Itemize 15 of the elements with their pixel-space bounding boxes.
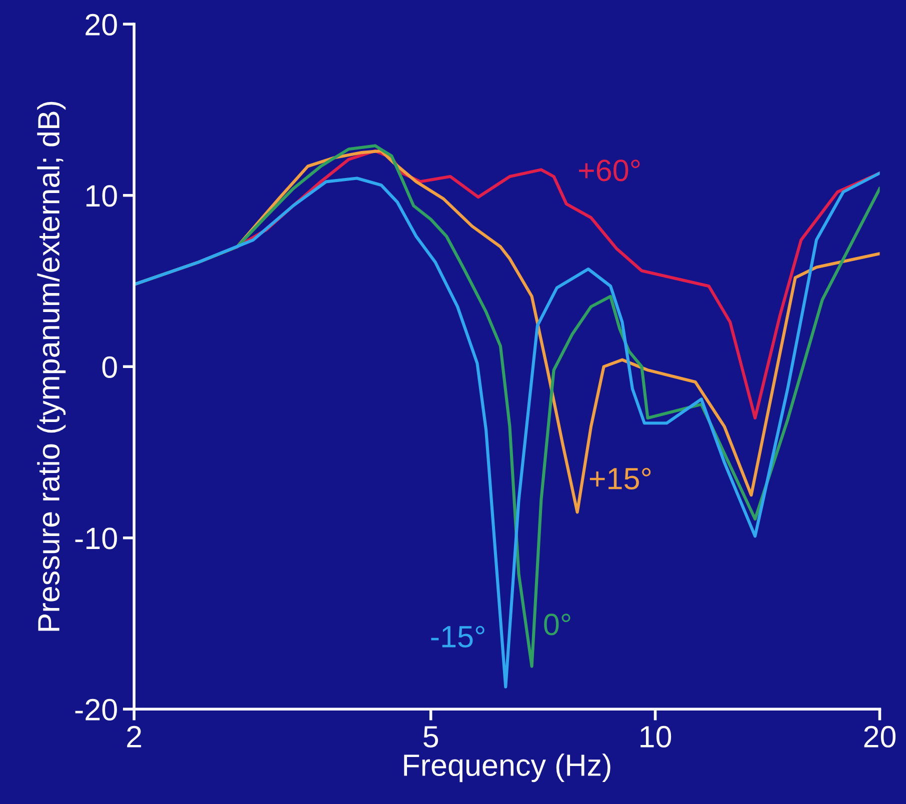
x-tick-label: 10 — [640, 726, 672, 748]
y-axis-title: Pressure ratio (tympanum/external; dB) — [37, 102, 66, 631]
x-axis-title: Frequency (Hz) — [404, 754, 610, 782]
y-tick-label: 20 — [86, 14, 117, 36]
y-tick-label: -20 — [75, 698, 117, 720]
x-tick-label: 20 — [864, 726, 896, 748]
x-tick-label: 2 — [127, 726, 142, 748]
series-label: +15° — [590, 468, 651, 490]
series-label: 0° — [544, 614, 570, 636]
x-tick-label: 5 — [424, 726, 438, 748]
series-label: +60° — [579, 160, 640, 182]
series-label: -15° — [431, 626, 484, 648]
y-tick-label: 0 — [102, 356, 117, 378]
y-tick-label: -10 — [75, 528, 117, 550]
y-tick-label: 10 — [86, 185, 117, 207]
